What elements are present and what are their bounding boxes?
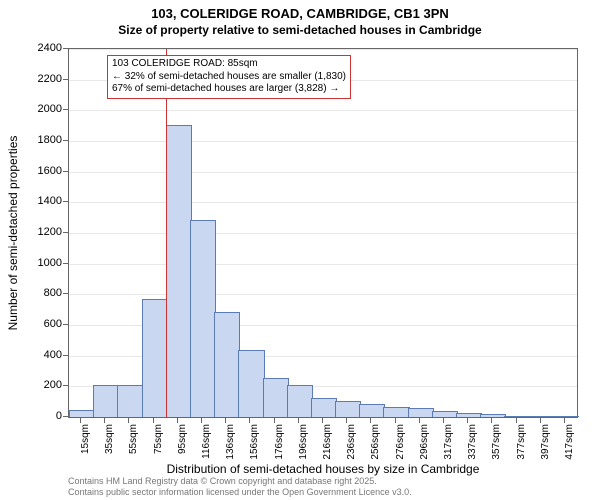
- annotation-line1: 103 COLERIDGE ROAD: 85sqm: [112, 58, 346, 71]
- bar: [456, 413, 482, 417]
- x-tick-label: 256sqm: [370, 424, 381, 460]
- bar: [287, 385, 313, 417]
- y-tick-label: 1200: [38, 226, 62, 238]
- bar: [190, 220, 216, 417]
- marker-line: [166, 49, 167, 417]
- annotation-line3: 67% of semi-detached houses are larger (…: [112, 83, 346, 96]
- x-tick-label: 55sqm: [128, 424, 139, 454]
- x-tick-label: 35sqm: [104, 424, 115, 454]
- x-tick-label: 357sqm: [491, 424, 502, 460]
- bar: [69, 410, 95, 417]
- chart-subtitle: Size of property relative to semi-detach…: [0, 23, 600, 39]
- histogram-chart: 103, COLERIDGE ROAD, CAMBRIDGE, CB1 3PN …: [0, 0, 600, 500]
- x-tick-label: 236sqm: [346, 424, 357, 460]
- x-tick-label: 397sqm: [540, 424, 551, 460]
- x-axis: Distribution of semi-detached houses by …: [68, 418, 578, 478]
- bars-layer: [69, 49, 577, 417]
- bar: [117, 385, 143, 417]
- annotation-box: 103 COLERIDGE ROAD: 85sqm ← 32% of semi-…: [107, 55, 351, 99]
- x-tick-label: 276sqm: [395, 424, 406, 460]
- bar: [238, 350, 264, 417]
- x-tick-label: 75sqm: [153, 424, 164, 454]
- footer: Contains HM Land Registry data © Crown c…: [68, 476, 412, 498]
- bar: [93, 385, 119, 417]
- x-tick-label: 317sqm: [443, 424, 454, 460]
- x-tick-label: 95sqm: [177, 424, 188, 454]
- footer-line1: Contains HM Land Registry data © Crown c…: [68, 476, 412, 487]
- x-axis-label: Distribution of semi-detached houses by …: [167, 462, 480, 476]
- y-tick-label: 400: [44, 349, 62, 361]
- bar: [359, 404, 385, 417]
- y-tick-label: 1400: [38, 195, 62, 207]
- bar: [408, 408, 434, 417]
- x-tick-label: 337sqm: [467, 424, 478, 460]
- footer-line2: Contains public sector information licen…: [68, 487, 412, 498]
- bar: [142, 299, 168, 417]
- y-tick-label: 2400: [38, 42, 62, 54]
- bar: [553, 416, 579, 417]
- y-axis: 0200400600800100012001400160018002000220…: [0, 48, 68, 418]
- y-tick-label: 0: [56, 410, 62, 422]
- x-tick-label: 116sqm: [201, 424, 212, 459]
- bar: [383, 407, 409, 417]
- bar: [311, 398, 337, 417]
- bar: [432, 411, 458, 417]
- x-tick-label: 377sqm: [516, 424, 527, 460]
- bar: [263, 378, 289, 417]
- y-tick-label: 1800: [38, 134, 62, 146]
- y-tick-label: 600: [44, 318, 62, 330]
- bar: [166, 125, 192, 417]
- bar: [214, 312, 240, 417]
- y-tick-label: 200: [44, 379, 62, 391]
- x-tick-label: 196sqm: [298, 424, 309, 460]
- bar: [504, 416, 530, 417]
- bar: [480, 414, 506, 417]
- annotation-line2: ← 32% of semi-detached houses are smalle…: [112, 71, 346, 84]
- y-tick-label: 1000: [38, 257, 62, 269]
- y-tick-label: 800: [44, 287, 62, 299]
- bar: [529, 416, 555, 417]
- x-tick-label: 417sqm: [564, 424, 575, 460]
- x-tick-label: 176sqm: [274, 424, 285, 460]
- x-tick-label: 296sqm: [419, 424, 430, 460]
- x-tick-label: 136sqm: [225, 424, 236, 460]
- y-tick-label: 1600: [38, 165, 62, 177]
- x-tick-label: 216sqm: [322, 424, 333, 460]
- bar: [335, 401, 361, 417]
- x-tick-label: 156sqm: [249, 424, 260, 460]
- y-tick-label: 2000: [38, 103, 62, 115]
- chart-title: 103, COLERIDGE ROAD, CAMBRIDGE, CB1 3PN: [0, 0, 600, 23]
- y-tick-label: 2200: [38, 73, 62, 85]
- plot-area: 103 COLERIDGE ROAD: 85sqm ← 32% of semi-…: [68, 48, 578, 418]
- x-tick-label: 15sqm: [80, 424, 91, 454]
